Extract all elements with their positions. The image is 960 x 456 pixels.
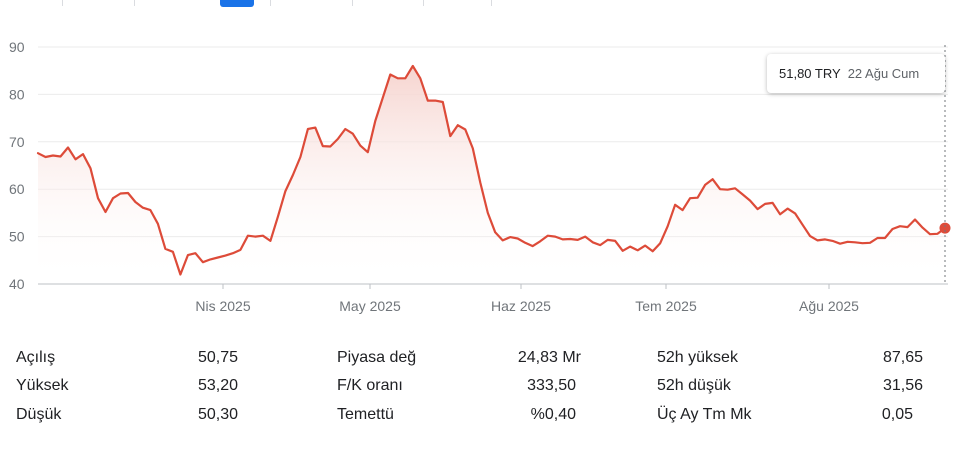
stat-open-label: Açılış (16, 349, 56, 366)
tab-separator (134, 0, 135, 6)
price-chart[interactable]: 40 50 60 70 80 90 Nis 2025 May 2025 Haz 2025 Tem… (0, 0, 960, 330)
stat-dividend-value: %0,40 (530, 406, 576, 423)
y-tick-label: 80 (9, 86, 25, 102)
x-tick-label: Nis 2025 (195, 298, 250, 314)
y-tick-label: 60 (9, 181, 25, 197)
tab-separator (62, 0, 63, 6)
stat-3m-avg-volume-label: Üç Ay Tm Mk (657, 406, 752, 423)
y-tick-label: 90 (9, 39, 25, 55)
stat-open-value: 50,75 (197, 349, 238, 366)
x-axis: Nis 2025 May 2025 Haz 2025 Tem 2025 Ağu 2025 (195, 284, 859, 314)
tab-separator (270, 0, 271, 6)
stat-pe-ratio-value: 333,50 (527, 377, 576, 394)
price-tooltip: 51,80 TRY 22 Ağu Cum (767, 54, 945, 93)
price-series (36, 64, 951, 284)
tab-separator (423, 0, 424, 6)
y-tick-label: 50 (9, 229, 25, 245)
price-line (36, 64, 947, 276)
y-tick-label: 70 (9, 134, 25, 150)
x-tick-label: Tem 2025 (635, 298, 697, 314)
y-axis: 40 50 60 70 80 90 (9, 39, 25, 292)
stat-market-cap-value: 24,83 Mr (517, 349, 581, 366)
tooltip-date: 22 Ağu Cum (847, 66, 920, 81)
x-tick-label: May 2025 (339, 298, 401, 314)
stat-high-label: Yüksek (16, 377, 69, 394)
stat-52w-high-value: 87,65 (882, 349, 923, 366)
stat-market-cap-label: Piyasa değ (337, 349, 417, 366)
stat-low-value: 50,30 (197, 406, 238, 423)
stat-low-label: Düşük (16, 406, 62, 423)
tab-separator (352, 0, 353, 6)
range-tabs-strip (0, 0, 960, 10)
stat-3m-avg-volume-value: 0,05 (881, 406, 913, 423)
x-tick-label: Haz 2025 (491, 298, 551, 314)
key-stats-panel: Açılış 50,75 Yüksek 53,20 Düşük 50,30 Pi… (0, 344, 960, 440)
price-area-fill (38, 66, 945, 284)
x-tick-label: Ağu 2025 (799, 298, 859, 314)
tab-separator (491, 0, 492, 6)
stat-52w-low-value: 31,56 (882, 377, 923, 394)
tooltip-price: 51,80 TRY (779, 66, 841, 81)
active-range-tab[interactable] (220, 0, 254, 7)
stat-pe-ratio-label: F/K oranı (337, 377, 403, 394)
stat-52w-low-label: 52h düşük (657, 377, 731, 394)
stat-high-value: 53,20 (197, 377, 238, 394)
stat-dividend-label: Temettü (337, 406, 394, 423)
y-tick-label: 40 (9, 276, 25, 292)
stat-52w-high-label: 52h yüksek (657, 349, 738, 366)
last-price-marker (939, 222, 951, 234)
